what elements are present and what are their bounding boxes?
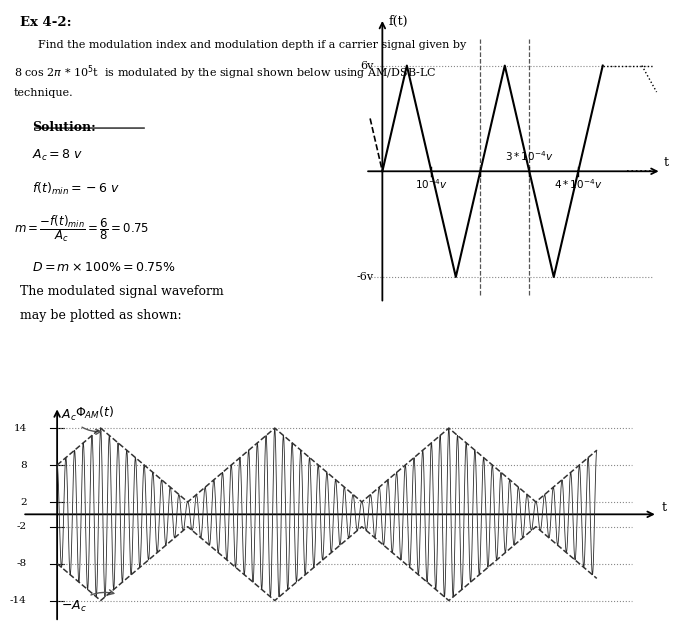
Text: $f(t)_{min} = -6\ v$: $f(t)_{min} = -6\ v$ [32, 181, 120, 197]
Text: 8: 8 [20, 461, 27, 470]
Text: $D = m \times 100\% = 0.75\%$: $D = m \times 100\% = 0.75\%$ [32, 262, 175, 274]
Text: t: t [664, 156, 669, 169]
Text: The modulated signal waveform: The modulated signal waveform [20, 285, 224, 298]
Text: $4*10^{-4}v$: $4*10^{-4}v$ [554, 177, 602, 191]
Text: 2: 2 [20, 498, 27, 507]
Text: $m = \dfrac{-f(t)_{min}}{A_c} = \dfrac{6}{8} = 0.75$: $m = \dfrac{-f(t)_{min}}{A_c} = \dfrac{6… [14, 213, 149, 244]
Text: -14: -14 [10, 596, 27, 605]
Text: $A_c = 8\ v$: $A_c = 8\ v$ [32, 147, 83, 163]
Text: may be plotted as shown:: may be plotted as shown: [20, 309, 182, 322]
Text: $-A_c$: $-A_c$ [61, 590, 114, 614]
Text: f(t): f(t) [388, 15, 408, 27]
Text: Find the modulation index and modulation depth if a carrier signal given by: Find the modulation index and modulation… [38, 40, 466, 50]
Text: $\Phi_{AM}(t)$: $\Phi_{AM}(t)$ [75, 405, 114, 421]
Text: -8: -8 [16, 559, 27, 568]
Text: $10^{-4}v$: $10^{-4}v$ [415, 177, 447, 191]
Text: t: t [662, 501, 667, 514]
Text: -6v: -6v [356, 272, 373, 282]
Text: Solution:: Solution: [32, 121, 96, 133]
Text: $A_c$: $A_c$ [61, 408, 101, 434]
Text: 8 cos 2$\pi$ * 10$^5$t  is modulated by the signal shown below using AM/DSB-LC: 8 cos 2$\pi$ * 10$^5$t is modulated by t… [14, 64, 436, 82]
Text: Ex 4-2:: Ex 4-2: [20, 16, 71, 29]
Text: 6v: 6v [360, 61, 373, 71]
Text: $3*10^{-4}v$: $3*10^{-4}v$ [505, 149, 554, 163]
Text: 14: 14 [14, 424, 27, 433]
Text: technique.: technique. [14, 87, 73, 98]
Text: -2: -2 [16, 522, 27, 531]
